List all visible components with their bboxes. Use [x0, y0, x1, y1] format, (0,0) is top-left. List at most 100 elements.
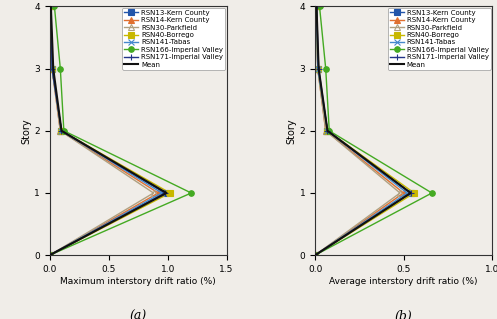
RSN166-Imperial Valley: [429, 191, 435, 195]
RSN141-Tabas: [325, 129, 331, 133]
RSN14-Kern County: [401, 191, 407, 195]
RSN166-Imperial Valley: [47, 253, 53, 257]
RSN166-Imperial Valley: [326, 129, 332, 133]
RSN40-Borrego: [315, 67, 321, 70]
RSN166-Imperial Valley: [312, 253, 318, 257]
RSN171-Imperial Valley: [312, 253, 318, 257]
RSN13-Kern County: [314, 4, 320, 8]
RSN166-Imperial Valley: [51, 4, 57, 8]
X-axis label: Average interstory drift ratio (%): Average interstory drift ratio (%): [330, 277, 478, 286]
Line: RSN13-Kern County: RSN13-Kern County: [47, 4, 168, 258]
RSN14-Kern County: [312, 253, 318, 257]
RSN171-Imperial Valley: [48, 4, 54, 8]
Line: Mean: Mean: [50, 6, 166, 255]
Text: (b): (b): [395, 310, 413, 319]
Mean: [48, 4, 54, 8]
Text: (a): (a): [130, 310, 147, 319]
RSN40-Borrego: [411, 191, 417, 195]
RSN171-Imperial Valley: [59, 129, 65, 133]
RSN30-Parkfield: [314, 4, 320, 8]
RSN40-Borrego: [325, 129, 331, 133]
RSN30-Parkfield: [397, 191, 403, 195]
RSN30-Parkfield: [48, 4, 54, 8]
RSN14-Kern County: [47, 253, 53, 257]
RSN13-Kern County: [48, 4, 54, 8]
Mean: [50, 67, 56, 70]
RSN40-Borrego: [48, 4, 54, 8]
RSN13-Kern County: [325, 129, 331, 133]
RSN141-Tabas: [404, 191, 410, 195]
RSN30-Parkfield: [57, 129, 63, 133]
RSN14-Kern County: [323, 129, 329, 133]
RSN14-Kern County: [314, 4, 320, 8]
RSN141-Tabas: [314, 4, 320, 8]
RSN40-Borrego: [49, 67, 55, 70]
RSN14-Kern County: [155, 191, 161, 195]
RSN13-Kern County: [59, 129, 65, 133]
RSN141-Tabas: [48, 4, 54, 8]
RSN40-Borrego: [167, 191, 173, 195]
RSN40-Borrego: [47, 253, 53, 257]
Line: RSN14-Kern County: RSN14-Kern County: [312, 4, 407, 258]
Line: RSN141-Tabas: RSN141-Tabas: [47, 4, 165, 258]
RSN166-Imperial Valley: [323, 67, 329, 70]
RSN30-Parkfield: [151, 191, 157, 195]
RSN40-Borrego: [312, 253, 318, 257]
RSN30-Parkfield: [47, 253, 53, 257]
Y-axis label: Story: Story: [287, 118, 297, 144]
Mean: [164, 191, 169, 195]
Line: RSN40-Borrego: RSN40-Borrego: [312, 4, 417, 258]
Y-axis label: Story: Story: [21, 118, 31, 144]
Line: RSN30-Parkfield: RSN30-Parkfield: [47, 4, 156, 258]
RSN141-Tabas: [59, 129, 65, 133]
RSN30-Parkfield: [315, 67, 321, 70]
Line: RSN141-Tabas: RSN141-Tabas: [312, 4, 410, 258]
RSN141-Tabas: [49, 67, 55, 70]
Mean: [59, 129, 65, 133]
Mean: [314, 4, 320, 8]
RSN30-Parkfield: [323, 129, 329, 133]
RSN13-Kern County: [312, 253, 318, 257]
RSN14-Kern County: [48, 4, 54, 8]
RSN14-Kern County: [57, 129, 63, 133]
Line: RSN171-Imperial Valley: RSN171-Imperial Valley: [312, 4, 414, 258]
RSN40-Borrego: [59, 129, 65, 133]
RSN141-Tabas: [47, 253, 53, 257]
RSN171-Imperial Valley: [163, 191, 168, 195]
Line: RSN30-Parkfield: RSN30-Parkfield: [312, 4, 403, 258]
Mean: [312, 253, 318, 257]
RSN13-Kern County: [163, 191, 168, 195]
Mean: [47, 253, 53, 257]
RSN171-Imperial Valley: [325, 129, 331, 133]
Mean: [325, 129, 331, 133]
RSN13-Kern County: [47, 253, 53, 257]
RSN166-Imperial Valley: [57, 67, 63, 70]
Mean: [408, 191, 414, 195]
RSN30-Parkfield: [312, 253, 318, 257]
RSN141-Tabas: [315, 67, 321, 70]
Legend: RSN13-Kern County, RSN14-Kern County, RSN30-Parkfield, RSN40-Borrego, RSN141-Tab: RSN13-Kern County, RSN14-Kern County, RS…: [122, 8, 225, 70]
Legend: RSN13-Kern County, RSN14-Kern County, RSN30-Parkfield, RSN40-Borrego, RSN141-Tab: RSN13-Kern County, RSN14-Kern County, RS…: [388, 8, 491, 70]
X-axis label: Maximum interstory drift ratio (%): Maximum interstory drift ratio (%): [60, 277, 216, 286]
RSN166-Imperial Valley: [61, 129, 67, 133]
RSN171-Imperial Valley: [408, 191, 414, 195]
Line: RSN14-Kern County: RSN14-Kern County: [47, 4, 161, 258]
Line: RSN171-Imperial Valley: RSN171-Imperial Valley: [47, 4, 168, 258]
Line: Mean: Mean: [315, 6, 411, 255]
RSN166-Imperial Valley: [317, 4, 323, 8]
RSN13-Kern County: [408, 191, 414, 195]
Mean: [316, 67, 322, 70]
Line: RSN166-Imperial Valley: RSN166-Imperial Valley: [312, 4, 435, 258]
Line: RSN166-Imperial Valley: RSN166-Imperial Valley: [47, 4, 194, 258]
RSN14-Kern County: [315, 67, 321, 70]
RSN30-Parkfield: [49, 67, 55, 70]
RSN141-Tabas: [159, 191, 165, 195]
RSN171-Imperial Valley: [47, 253, 53, 257]
RSN40-Borrego: [314, 4, 320, 8]
RSN171-Imperial Valley: [49, 67, 55, 70]
Line: RSN40-Borrego: RSN40-Borrego: [47, 4, 173, 258]
RSN171-Imperial Valley: [316, 67, 322, 70]
RSN13-Kern County: [49, 67, 55, 70]
RSN171-Imperial Valley: [314, 4, 320, 8]
RSN166-Imperial Valley: [188, 191, 194, 195]
